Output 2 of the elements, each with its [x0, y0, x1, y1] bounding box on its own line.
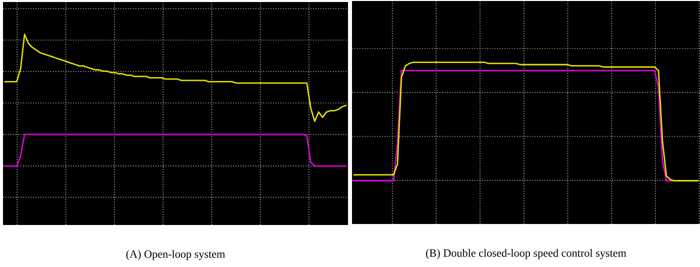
x-axis-title: (A) Open-loop system: [126, 250, 226, 260]
x-axis-title: (B) Double closed-loop speed control system: [426, 249, 626, 260]
